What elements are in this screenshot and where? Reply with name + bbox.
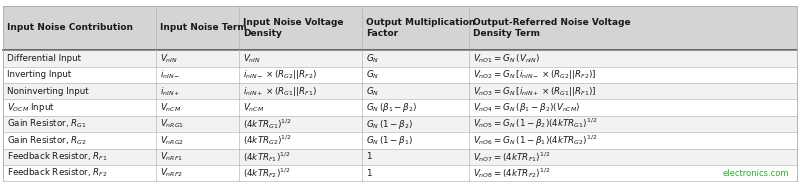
Text: $i_{nIN+} \times (R_{G1}||R_{F1})$: $i_{nIN+} \times (R_{G1}||R_{F1})$: [243, 85, 317, 98]
Text: $(4kTR_{G1})^{1/2}$: $(4kTR_{G1})^{1/2}$: [243, 117, 292, 131]
Text: $V_{nO3} = G_N\,[i_{nIN+} \times (R_{G1}||R_{F1})]$: $V_{nO3} = G_N\,[i_{nIN+} \times (R_{G1}…: [473, 85, 597, 98]
Text: $(4kTR_{F1})^{1/2}$: $(4kTR_{F1})^{1/2}$: [243, 150, 290, 164]
Text: 1: 1: [366, 169, 371, 178]
Text: $V_{OCM}$ Input: $V_{OCM}$ Input: [7, 101, 55, 114]
Text: $G_N\,(1 - \beta_1)$: $G_N\,(1 - \beta_1)$: [366, 134, 413, 147]
Text: Input Noise Term: Input Noise Term: [159, 23, 246, 32]
Bar: [3, 50, 797, 67]
Text: $G_N$: $G_N$: [366, 52, 379, 65]
Text: Differential Input: Differential Input: [7, 54, 82, 63]
Text: $V_{nO8} = (4kTR_{F2})^{1/2}$: $V_{nO8} = (4kTR_{F2})^{1/2}$: [473, 166, 550, 180]
Text: $V_{nIN}$: $V_{nIN}$: [243, 52, 261, 65]
Text: $V_{nRF2}$: $V_{nRF2}$: [159, 167, 182, 179]
Text: $V_{nRG2}$: $V_{nRG2}$: [159, 134, 184, 147]
Text: electronics.com: electronics.com: [722, 169, 789, 178]
Text: $G_N\,(1 - \beta_2)$: $G_N\,(1 - \beta_2)$: [366, 117, 413, 130]
Bar: [3, 83, 797, 100]
Text: 1: 1: [366, 152, 371, 161]
Bar: [3, 67, 797, 83]
Bar: [3, 165, 797, 181]
Text: Feedback Resistor, $R_{F1}$: Feedback Resistor, $R_{F1}$: [7, 151, 108, 163]
Text: $G_N$: $G_N$: [366, 69, 379, 81]
Text: $V_{nCM}$: $V_{nCM}$: [243, 101, 264, 114]
Bar: [3, 6, 797, 50]
Text: Feedback Resistor, $R_{F2}$: Feedback Resistor, $R_{F2}$: [7, 167, 108, 179]
Text: $i_{nIN-}$: $i_{nIN-}$: [159, 69, 180, 81]
Text: $i_{nIN+}$: $i_{nIN+}$: [159, 85, 180, 97]
Text: $V_{nO1} = G_N\,(V_{nIN})$: $V_{nO1} = G_N\,(V_{nIN})$: [473, 52, 540, 65]
Text: $V_{nO4} = G_N\,(\beta_1 - \beta_2)(V_{nCM})$: $V_{nO4} = G_N\,(\beta_1 - \beta_2)(V_{n…: [473, 101, 581, 114]
Text: $V_{nO2} = G_N\,[i_{nIN-} \times (R_{G2}||R_{F2})]$: $V_{nO2} = G_N\,[i_{nIN-} \times (R_{G2}…: [473, 68, 597, 81]
Bar: [3, 116, 797, 132]
Text: Output-Referred Noise Voltage
Density Term: Output-Referred Noise Voltage Density Te…: [473, 18, 630, 38]
Text: Noninverting Input: Noninverting Input: [7, 87, 89, 96]
Text: $V_{nO5} = G_N\,(1 - \beta_2)(4kTR_{G1})^{1/2}$: $V_{nO5} = G_N\,(1 - \beta_2)(4kTR_{G1})…: [473, 117, 598, 131]
Text: Gain Resistor, $R_{G1}$: Gain Resistor, $R_{G1}$: [7, 118, 87, 130]
Text: $V_{nRF1}$: $V_{nRF1}$: [159, 151, 182, 163]
Text: $G_N$: $G_N$: [366, 85, 379, 97]
Bar: [3, 149, 797, 165]
Text: Gain Resistor, $R_{G2}$: Gain Resistor, $R_{G2}$: [7, 134, 87, 147]
Text: $V_{nO7} = (4kTR_{F1})^{1/2}$: $V_{nO7} = (4kTR_{F1})^{1/2}$: [473, 150, 550, 164]
Bar: [3, 100, 797, 116]
Text: $(4kTR_{F2})^{1/2}$: $(4kTR_{F2})^{1/2}$: [243, 166, 290, 180]
Text: $V_{nCM}$: $V_{nCM}$: [159, 101, 181, 114]
Text: Inverting Input: Inverting Input: [7, 70, 71, 79]
Bar: [3, 132, 797, 149]
Text: $V_{nIN}$: $V_{nIN}$: [159, 52, 178, 65]
Text: Input Noise Voltage
Density: Input Noise Voltage Density: [243, 18, 343, 38]
Text: $(4kTR_{G2})^{1/2}$: $(4kTR_{G2})^{1/2}$: [243, 133, 292, 147]
Text: $V_{nO6} = G_N\,(1 - \beta_1)(4kTR_{G2})^{1/2}$: $V_{nO6} = G_N\,(1 - \beta_1)(4kTR_{G2})…: [473, 133, 598, 148]
Text: Output Multiplication
Factor: Output Multiplication Factor: [366, 18, 475, 38]
Text: $G_N\,(\beta_1 - \beta_2)$: $G_N\,(\beta_1 - \beta_2)$: [366, 101, 418, 114]
Text: $V_{nRG1}$: $V_{nRG1}$: [159, 118, 184, 130]
Text: $i_{nIN-} \times (R_{G2}||R_{F2})$: $i_{nIN-} \times (R_{G2}||R_{F2})$: [243, 68, 317, 81]
Text: Input Noise Contribution: Input Noise Contribution: [7, 23, 133, 32]
